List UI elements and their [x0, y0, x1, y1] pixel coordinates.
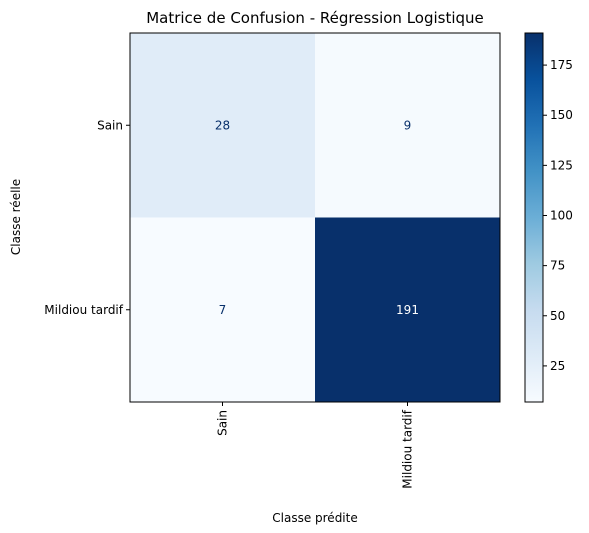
cell-value-label: 191 [396, 303, 419, 317]
plot-frame [129, 32, 501, 403]
colorbar-ticks: 25 50 75 100 125 150 175 [543, 58, 573, 373]
colorbar-tick-label: 100 [550, 208, 573, 222]
cell-value-label: 7 [219, 303, 227, 317]
heatmap-cell [130, 217, 316, 403]
y-tick-label: Sain [97, 118, 123, 132]
x-tick-label: Sain [216, 410, 230, 436]
y-tick-label: Mildiou tardif [44, 303, 123, 317]
heatmap-cells [130, 33, 501, 403]
colorbar-tick-label: 150 [550, 108, 573, 122]
cell-value-label: 28 [215, 118, 230, 132]
x-axis-ticks: Sain Mildiou tardif [216, 402, 415, 489]
colorbar-frame [524, 32, 544, 403]
heatmap-cell [315, 217, 501, 403]
colorbar-tick-label: 50 [550, 309, 565, 323]
x-tick-label: Mildiou tardif [401, 409, 415, 488]
x-axis-label: Classe prédite [272, 511, 357, 525]
colorbar-tick-label: 25 [550, 359, 565, 373]
heatmap-cell [130, 33, 316, 218]
colorbar-tick-label: 125 [550, 158, 573, 172]
cell-value-label: 9 [404, 118, 412, 132]
chart-title: Matrice de Confusion - Régression Logist… [146, 9, 484, 27]
heatmap-value-labels: 28 9 7 191 [215, 118, 419, 317]
colorbar-tick-label: 175 [550, 58, 573, 72]
colorbar-tick-label: 75 [550, 259, 565, 273]
y-axis-label: Classe réelle [9, 179, 23, 255]
y-axis-ticks: Sain Mildiou tardif [44, 118, 130, 317]
heatmap-cell [315, 33, 501, 218]
colorbar [525, 33, 543, 402]
